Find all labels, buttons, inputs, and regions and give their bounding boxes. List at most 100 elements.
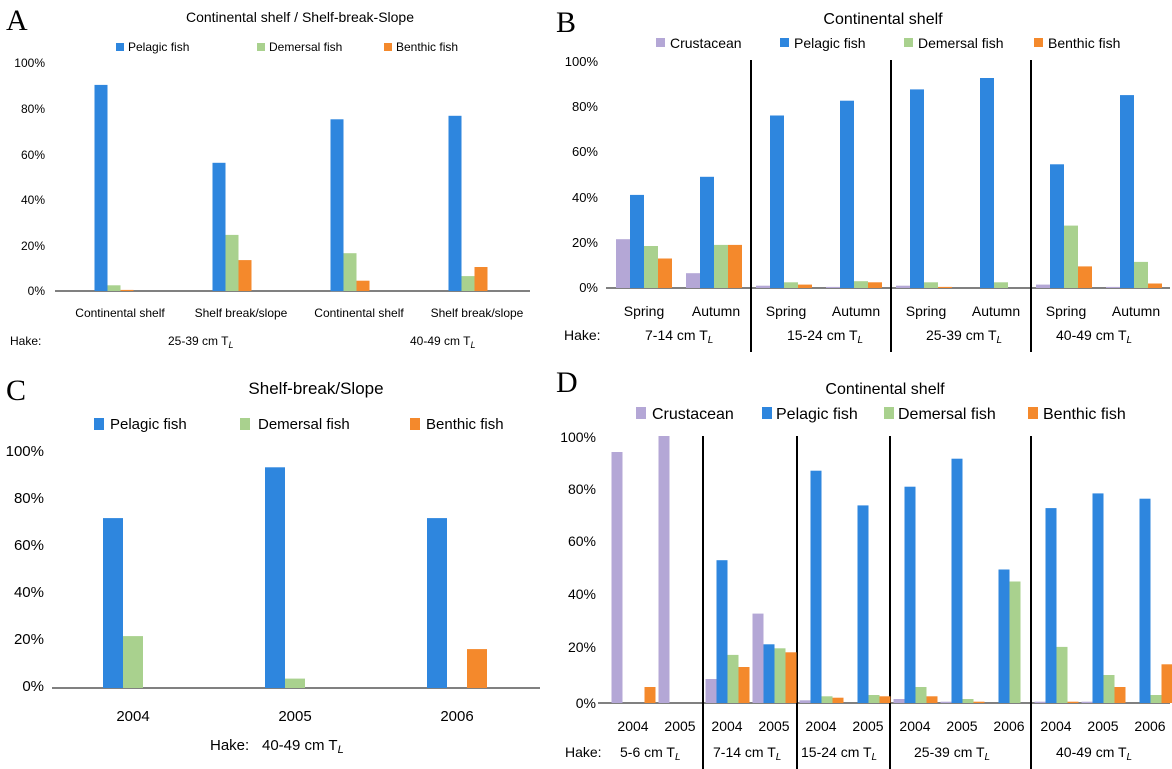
bar-pelagic-fish [1120, 95, 1134, 288]
x-tick-label: Autumn [832, 303, 880, 319]
bar-pelagic-fish [857, 505, 869, 703]
legend-label-benthic: Benthic fish [426, 416, 504, 433]
bar-benthic-fish [644, 687, 656, 703]
bar-pelagic-fish [1139, 498, 1151, 703]
panel-letter-a: A [6, 4, 28, 37]
panel-a-group-label: 40-49 cm TL [410, 334, 475, 350]
bar-pelagic-fish [700, 176, 714, 288]
y-tick-label: 80% [572, 99, 598, 114]
bar-demersal-fish [821, 696, 833, 703]
x-tick-label: 2004 [116, 708, 149, 725]
x-tick-label: 2005 [278, 708, 311, 725]
panel-b-title: Continental shelf [823, 11, 943, 28]
x-tick-label: 2005 [758, 718, 789, 734]
panel-c-hake-label: Hake: [210, 737, 249, 754]
panel-d-legend: Crustacean Pelagic fish Demersal fish Be… [636, 406, 1126, 423]
panel-a-y-ticks: 100% 80% 60% 40% 20% 0% [14, 56, 45, 298]
y-tick-label: 40% [14, 584, 44, 601]
panel-d: D Continental shelf Crustacean Pelagic f… [556, 366, 1172, 769]
y-tick-label: 80% [21, 102, 45, 116]
panel-d-x-labels: 2004 2005 2004 2005 2004 2005 2004 2005 … [617, 718, 1165, 734]
panel-b-hake-label: Hake: [564, 327, 601, 343]
legend-label-benthic: Benthic fish [396, 40, 458, 54]
x-tick-label: 2004 [899, 718, 930, 734]
bar-crustacean [705, 679, 717, 703]
bar-pelagic-fish [980, 78, 994, 288]
panel-b-x-labels: Spring Autumn Spring Autumn Spring Autum… [624, 303, 1160, 319]
panel-a-x-labels: Continental shelf Shelf break/slope Cont… [75, 306, 523, 320]
bar-demersal-fish [1134, 261, 1148, 288]
x-tick-label: 2005 [946, 718, 977, 734]
panel-c: C Shelf-break/Slope Pelagic fish Demersa… [6, 374, 540, 756]
panel-d-group-label: 7-14 cm TL [713, 744, 781, 763]
bar-demersal-fish [285, 678, 305, 688]
legend-label-pelagic: Pelagic fish [776, 406, 858, 423]
x-tick-label: Shelf break/slope [195, 306, 288, 320]
bar-demersal-fish [915, 687, 927, 703]
bar-crustacean [893, 699, 905, 703]
bar-pelagic-fish [716, 560, 728, 703]
panel-d-dividers [702, 436, 1032, 769]
legend-swatch-benthic [1028, 407, 1038, 419]
bar-pelagic-fish [840, 100, 854, 288]
legend-swatch-pelagic [116, 43, 124, 51]
x-tick-label: Spring [766, 303, 806, 319]
x-tick-label: 2005 [664, 718, 695, 734]
bar-pelagic-fish [1045, 508, 1057, 703]
bar-demersal-fish [225, 234, 239, 291]
panel-d-bars [611, 436, 1172, 703]
bar-benthic-fish [356, 280, 370, 291]
panel-d-group-label: 15-24 cm TL [801, 744, 877, 763]
bar-pelagic-fish [1092, 493, 1104, 703]
bar-benthic-fish [120, 289, 134, 291]
x-tick-label: 2006 [993, 718, 1024, 734]
bar-pelagic-fish [910, 89, 924, 289]
bar-benthic-fish [938, 286, 952, 288]
legend-swatch-benthic [1034, 38, 1043, 47]
x-tick-label: Continental shelf [314, 306, 404, 320]
legend-swatch-benthic [384, 43, 392, 51]
bar-demersal-fish [868, 695, 880, 703]
bar-benthic-fish [879, 696, 891, 703]
y-tick-label: 60% [568, 533, 596, 549]
panel-d-title: Continental shelf [825, 381, 945, 398]
panel-d-group-label: 40-49 cm TL [1056, 744, 1132, 763]
panel-b-bars [616, 78, 1162, 289]
x-tick-label: Spring [906, 303, 946, 319]
legend-label-demersal: Demersal fish [898, 406, 996, 423]
legend-swatch-demersal [904, 38, 913, 47]
x-tick-label: Shelf break/slope [431, 306, 524, 320]
bar-benthic-fish [1078, 266, 1092, 288]
bar-benthic-fish [1114, 687, 1126, 703]
bar-crustacean [752, 613, 764, 703]
bar-pelagic-fish [951, 458, 963, 703]
bar-benthic-fish [1148, 283, 1162, 288]
bar-demersal-fish [994, 282, 1008, 288]
y-tick-label: 40% [21, 193, 45, 207]
bar-benthic-fish [926, 696, 938, 703]
y-tick-label: 0% [22, 678, 44, 695]
panel-d-y-ticks: 100% 80% 60% 40% 20% 0% [560, 429, 596, 711]
bar-crustacean [1106, 286, 1120, 288]
legend-swatch-benthic [410, 418, 420, 430]
bar-pelagic-fish [330, 119, 344, 292]
legend-swatch-pelagic [762, 407, 772, 419]
x-tick-label: Autumn [1112, 303, 1160, 319]
y-tick-label: 100% [6, 443, 44, 460]
panel-c-group-label: 40-49 cm TL [262, 737, 344, 756]
legend-label-demersal: Demersal fish [918, 35, 1004, 51]
panel-c-y-ticks: 100% 80% 60% 40% 20% 0% [6, 443, 44, 695]
bar-demersal-fish [461, 276, 475, 291]
legend-label-benthic: Benthic fish [1048, 35, 1120, 51]
x-tick-label: Continental shelf [75, 306, 165, 320]
y-tick-label: 20% [14, 631, 44, 648]
bar-pelagic-fish [770, 115, 784, 288]
bar-demersal-fish [1064, 225, 1078, 288]
y-tick-label: 20% [21, 239, 45, 253]
x-tick-label: Spring [624, 303, 664, 319]
x-tick-label: 2004 [805, 718, 836, 734]
panel-b-group-label: 40-49 cm TL [1056, 327, 1132, 346]
panel-b-legend: Crustacean Pelagic fish Demersal fish Be… [656, 35, 1120, 51]
legend-label-crustacean: Crustacean [652, 406, 734, 423]
